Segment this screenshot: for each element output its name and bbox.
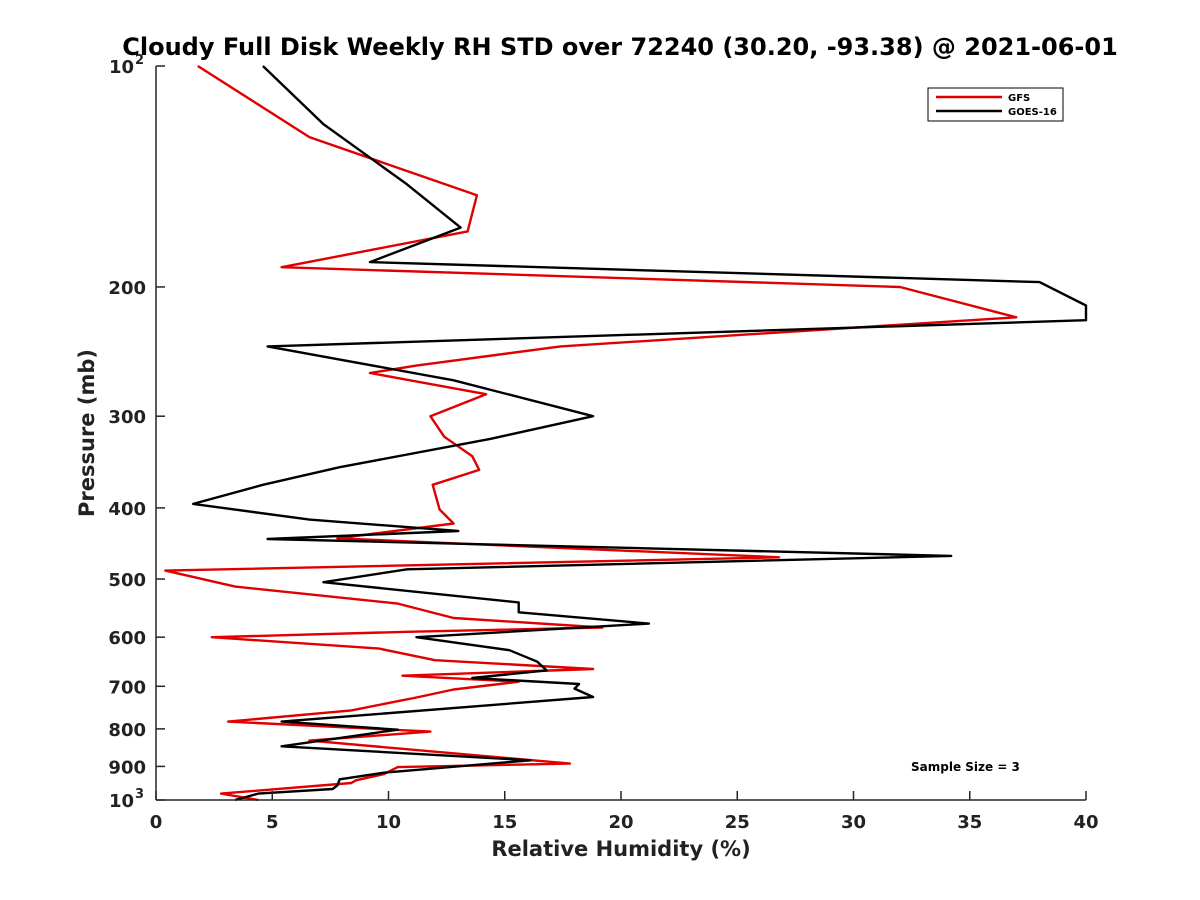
- y-tick-exponent: 2: [135, 53, 144, 68]
- x-tick-label: 35: [957, 812, 982, 833]
- y-tick-label: 200: [108, 278, 146, 299]
- legend-goes16-label: GOES-16: [1008, 107, 1057, 118]
- y-tick-exponent: 3: [135, 787, 144, 802]
- y-tick-label: 500: [108, 570, 146, 591]
- x-tick-label: 15: [492, 812, 517, 833]
- y-tick-label: 300: [108, 407, 146, 428]
- chart-title: Cloudy Full Disk Weekly RH STD over 7224…: [122, 33, 1118, 61]
- x-tick-label: 30: [841, 812, 866, 833]
- legend-box: [927, 87, 1064, 122]
- series-layer: [164, 64, 1088, 802]
- y-tick-label: 10: [109, 57, 134, 78]
- y-tick-label: 400: [108, 499, 146, 520]
- x-axis-ticks: 0 5 10 15 20 25 30 35 40: [150, 791, 1099, 833]
- x-tick-label: 20: [608, 812, 633, 833]
- y-tick-label: 800: [108, 720, 146, 741]
- sample-size-annotation: Sample Size = 3: [911, 760, 1020, 774]
- x-tick-label: 10: [376, 812, 401, 833]
- y-axis-label: Pressure (mb): [75, 349, 99, 517]
- x-tick-label: 0: [150, 812, 163, 833]
- series-line-goes16: [191, 65, 1088, 802]
- y-tick-label: 10: [109, 791, 134, 812]
- x-tick-label: 40: [1073, 812, 1098, 833]
- y-tick-label: 900: [108, 757, 146, 778]
- x-tick-label: 25: [725, 812, 750, 833]
- y-tick-label: 700: [108, 677, 146, 698]
- x-axis-label: Relative Humidity (%): [491, 837, 750, 861]
- legend-gfs-label: GFS: [1008, 93, 1030, 104]
- x-tick-label: 5: [266, 812, 279, 833]
- y-tick-label: 600: [108, 628, 146, 649]
- legend: GFS GOES-16: [927, 87, 1064, 122]
- plot-area: [156, 66, 1086, 800]
